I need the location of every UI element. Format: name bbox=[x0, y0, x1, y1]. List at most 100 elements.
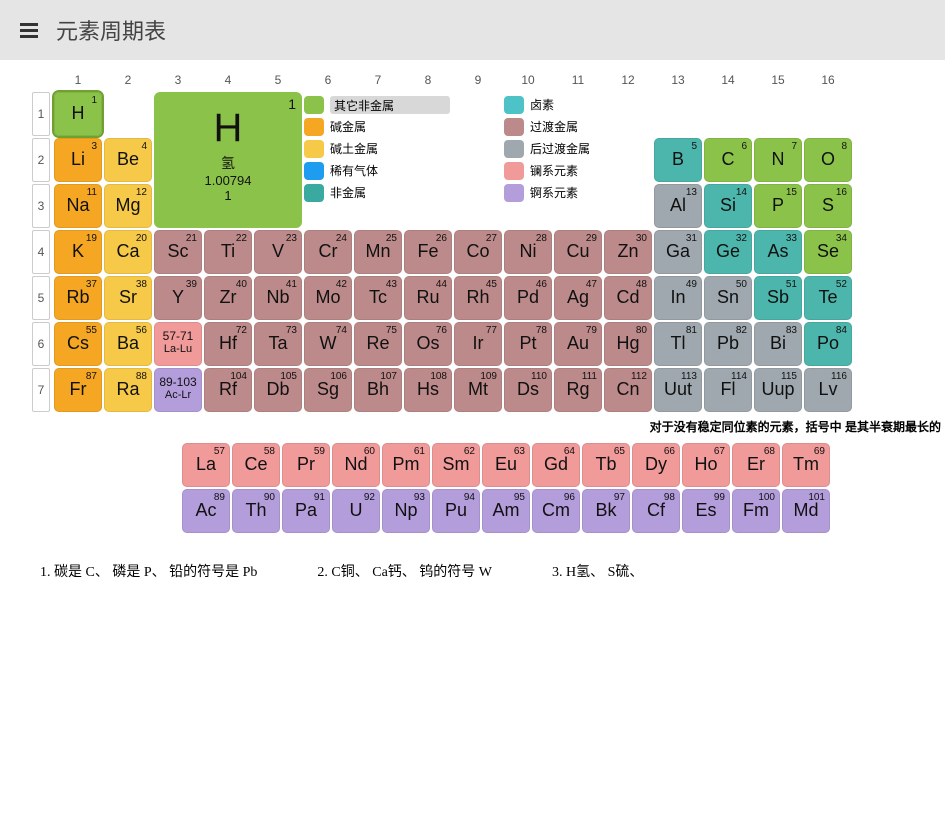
element-cell[interactable]: 65Tb bbox=[582, 443, 630, 487]
element-cell[interactable]: 49In bbox=[654, 276, 702, 320]
element-cell[interactable]: 28Ni bbox=[504, 230, 552, 274]
element-cell[interactable]: 73Ta bbox=[254, 322, 302, 366]
element-cell[interactable]: 79Au bbox=[554, 322, 602, 366]
element-cell[interactable]: 21Sc bbox=[154, 230, 202, 274]
element-cell[interactable]: 40Zr bbox=[204, 276, 252, 320]
element-cell[interactable]: 107Bh bbox=[354, 368, 402, 412]
element-cell[interactable]: 82Pb bbox=[704, 322, 752, 366]
legend-swatch[interactable] bbox=[504, 162, 524, 180]
element-cell[interactable]: 11Na bbox=[54, 184, 102, 228]
element-cell[interactable]: 84Po bbox=[804, 322, 852, 366]
element-cell[interactable]: 5B bbox=[654, 138, 702, 182]
element-cell[interactable]: 4Be bbox=[104, 138, 152, 182]
legend-swatch[interactable] bbox=[304, 118, 324, 136]
element-range-cell[interactable]: 89-103Ac-Lr bbox=[154, 368, 202, 412]
element-cell[interactable]: 97Bk bbox=[582, 489, 630, 533]
element-cell[interactable]: 38Sr bbox=[104, 276, 152, 320]
element-cell[interactable]: 109Mt bbox=[454, 368, 502, 412]
element-cell[interactable]: 26Fe bbox=[404, 230, 452, 274]
element-cell[interactable]: 20Ca bbox=[104, 230, 152, 274]
element-cell[interactable]: 78Pt bbox=[504, 322, 552, 366]
element-cell[interactable]: 52Te bbox=[804, 276, 852, 320]
element-cell[interactable]: 95Am bbox=[482, 489, 530, 533]
element-cell[interactable]: 105Db bbox=[254, 368, 302, 412]
element-cell[interactable]: 47Ag bbox=[554, 276, 602, 320]
element-cell[interactable]: 87Fr bbox=[54, 368, 102, 412]
element-cell[interactable]: 57La bbox=[182, 443, 230, 487]
element-cell[interactable]: 83Bi bbox=[754, 322, 802, 366]
element-cell[interactable]: 99Es bbox=[682, 489, 730, 533]
legend-swatch[interactable] bbox=[304, 162, 324, 180]
element-cell[interactable]: 62Sm bbox=[432, 443, 480, 487]
element-cell[interactable]: 93Np bbox=[382, 489, 430, 533]
element-cell[interactable]: 12Mg bbox=[104, 184, 152, 228]
element-cell[interactable]: 116Lv bbox=[804, 368, 852, 412]
element-cell[interactable]: 29Cu bbox=[554, 230, 602, 274]
element-cell[interactable]: 44Ru bbox=[404, 276, 452, 320]
element-cell[interactable]: 8O bbox=[804, 138, 852, 182]
element-cell[interactable]: 41Nb bbox=[254, 276, 302, 320]
element-cell[interactable]: 59Pr bbox=[282, 443, 330, 487]
element-cell[interactable]: 106Sg bbox=[304, 368, 352, 412]
element-cell[interactable]: 74W bbox=[304, 322, 352, 366]
element-cell[interactable]: 43Tc bbox=[354, 276, 402, 320]
element-cell[interactable]: 94Pu bbox=[432, 489, 480, 533]
legend-swatch[interactable] bbox=[504, 140, 524, 158]
element-cell[interactable]: 72Hf bbox=[204, 322, 252, 366]
element-cell[interactable]: 110Ds bbox=[504, 368, 552, 412]
element-cell[interactable]: 32Ge bbox=[704, 230, 752, 274]
element-cell[interactable]: 22Ti bbox=[204, 230, 252, 274]
element-cell[interactable]: 69Tm bbox=[782, 443, 830, 487]
element-cell[interactable]: 39Y bbox=[154, 276, 202, 320]
element-cell[interactable]: 14Si bbox=[704, 184, 752, 228]
element-cell[interactable]: 50Sn bbox=[704, 276, 752, 320]
element-cell[interactable]: 96Cm bbox=[532, 489, 580, 533]
element-cell[interactable]: 25Mn bbox=[354, 230, 402, 274]
element-cell[interactable]: 104Rf bbox=[204, 368, 252, 412]
legend-swatch[interactable] bbox=[304, 140, 324, 158]
element-cell[interactable]: 64Gd bbox=[532, 443, 580, 487]
menu-icon[interactable] bbox=[20, 23, 38, 38]
element-cell[interactable]: 58Ce bbox=[232, 443, 280, 487]
element-cell[interactable]: 48Cd bbox=[604, 276, 652, 320]
element-cell[interactable]: 90Th bbox=[232, 489, 280, 533]
element-cell[interactable]: 15P bbox=[754, 184, 802, 228]
element-cell[interactable]: 108Hs bbox=[404, 368, 452, 412]
element-cell[interactable]: 66Dy bbox=[632, 443, 680, 487]
element-cell[interactable]: 60Nd bbox=[332, 443, 380, 487]
element-cell[interactable]: 51Sb bbox=[754, 276, 802, 320]
element-cell[interactable]: 7N bbox=[754, 138, 802, 182]
element-cell[interactable]: 92U bbox=[332, 489, 380, 533]
element-cell[interactable]: 30Zn bbox=[604, 230, 652, 274]
element-cell[interactable]: 113Uut bbox=[654, 368, 702, 412]
element-cell[interactable]: 46Pd bbox=[504, 276, 552, 320]
element-cell[interactable]: 111Rg bbox=[554, 368, 602, 412]
element-cell[interactable]: 91Pa bbox=[282, 489, 330, 533]
element-cell[interactable]: 89Ac bbox=[182, 489, 230, 533]
element-cell[interactable]: 24Cr bbox=[304, 230, 352, 274]
element-cell[interactable]: 100Fm bbox=[732, 489, 780, 533]
element-cell[interactable]: 19K bbox=[54, 230, 102, 274]
legend-swatch[interactable] bbox=[504, 118, 524, 136]
element-cell[interactable]: 33As bbox=[754, 230, 802, 274]
element-cell[interactable]: 55Cs bbox=[54, 322, 102, 366]
element-cell[interactable]: 42Mo bbox=[304, 276, 352, 320]
element-cell[interactable]: 34Se bbox=[804, 230, 852, 274]
element-cell[interactable]: 67Ho bbox=[682, 443, 730, 487]
element-cell[interactable]: 75Re bbox=[354, 322, 402, 366]
element-cell[interactable]: 1H bbox=[54, 92, 102, 136]
legend-swatch[interactable] bbox=[504, 96, 524, 114]
element-cell[interactable]: 16S bbox=[804, 184, 852, 228]
element-cell[interactable]: 76Os bbox=[404, 322, 452, 366]
element-cell[interactable]: 80Hg bbox=[604, 322, 652, 366]
legend-swatch[interactable] bbox=[504, 184, 524, 202]
element-cell[interactable]: 61Pm bbox=[382, 443, 430, 487]
element-cell[interactable]: 81Tl bbox=[654, 322, 702, 366]
element-cell[interactable]: 112Cn bbox=[604, 368, 652, 412]
element-cell[interactable]: 13Al bbox=[654, 184, 702, 228]
element-cell[interactable]: 63Eu bbox=[482, 443, 530, 487]
element-cell[interactable]: 27Co bbox=[454, 230, 502, 274]
legend-swatch[interactable] bbox=[304, 96, 324, 114]
element-cell[interactable]: 68Er bbox=[732, 443, 780, 487]
element-cell[interactable]: 56Ba bbox=[104, 322, 152, 366]
